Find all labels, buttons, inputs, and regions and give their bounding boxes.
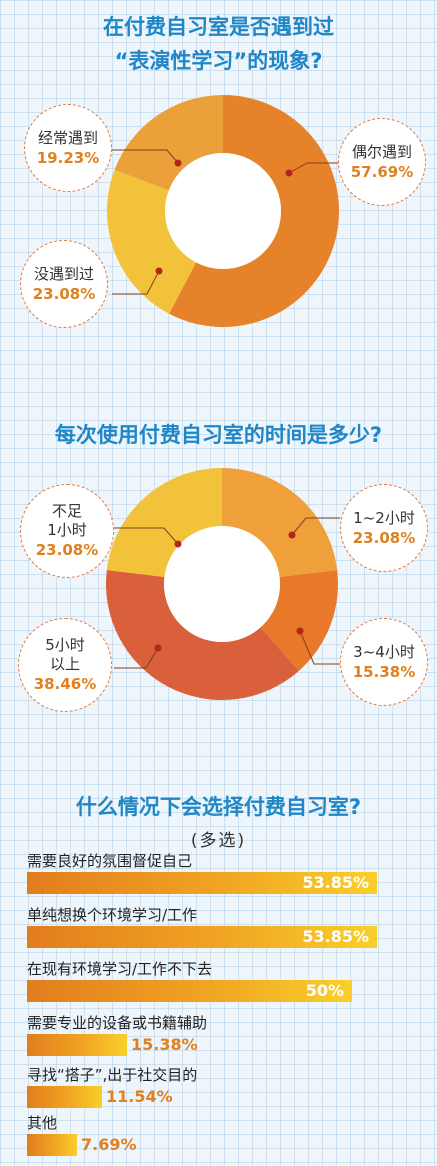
bar-row-3: 需要专业的设备或书籍辅助 15.38% [27, 1014, 437, 1056]
chart2-value-1to2h: 23.08% [352, 528, 416, 547]
bar-value-3: 15.38% [130, 1035, 198, 1054]
chart1-value-never: 23.08% [32, 284, 96, 303]
chart2-slice-3 [106, 468, 222, 578]
chart2-label-3to4h: 3~4小时 [353, 642, 415, 661]
chart2-5h-dot [154, 644, 162, 652]
chart2-label-1to2h: 1~2小时 [353, 508, 415, 527]
chart2-3to4h-dot [296, 627, 304, 635]
bar-value-0: 53.85% [302, 873, 370, 892]
chart1-value-occasional: 57.69% [350, 162, 414, 181]
bar-value-5: 7.69% [80, 1135, 137, 1154]
bar-value-2: 50% [305, 981, 344, 1000]
chart3-title: 什么情况下会选择付费自习室? [75, 795, 362, 819]
bar-track-3: 15.38% [27, 1034, 437, 1056]
bar-1 [27, 926, 378, 948]
bar-0 [27, 872, 378, 894]
chart1-slice-1 [106, 169, 197, 314]
bar-4 [27, 1086, 102, 1108]
chart1-callout-occasional: 偶尔遇到 57.69% [338, 118, 426, 206]
chart1-hole [165, 153, 281, 269]
chart1-slice-0 [169, 95, 339, 327]
bar-row-2: 在现有环境学习/工作不下去 50% [27, 960, 437, 1002]
bar-3 [27, 1034, 127, 1056]
chart2-1to2h-dot [288, 531, 296, 539]
chart2-donut [105, 468, 340, 700]
chart1-donut [106, 95, 339, 327]
chart2-lt1h-leader [114, 527, 179, 545]
chart2-label-5h-line1: 5小时 [45, 636, 85, 654]
bar-row-1: 单纯想换个环境学习/工作 53.85% [27, 906, 437, 948]
chart2-label-5h-line2: 以上 [49, 655, 80, 673]
chart2-value-3to4h: 15.38% [352, 662, 416, 681]
chart1-callout-never: 没遇到过 23.08% [20, 240, 108, 328]
chart2-callout-1to2h: 1~2小时 23.08% [340, 484, 428, 572]
chart3-subtitle: (多选) [190, 831, 247, 851]
bar-label-0: 需要良好的氛围督促自己 [27, 852, 193, 870]
bar-label-4: 寻找“搭子”,出于社交目的 [27, 1066, 198, 1084]
chart1-occasional-dot [285, 169, 293, 177]
bar-track-4: 11.54% [27, 1086, 437, 1108]
chart1-never-dot [155, 267, 163, 275]
chart2-callout-lt1h: 不足 1小时 23.08% [20, 484, 114, 578]
bar-row-4: 寻找“搭子”,出于社交目的 11.54% [27, 1066, 437, 1108]
chart2-label-lt1h-line2: 1小时 [47, 521, 87, 539]
chart2-3to4h-leader [299, 630, 340, 665]
chart1-callout-often: 经常遇到 19.23% [24, 104, 112, 192]
chart1-value-often: 19.23% [36, 148, 100, 167]
chart1-occasional-leader [288, 162, 338, 174]
chart2-value-5h: 38.46% [33, 675, 97, 693]
chart1-label-occasional: 偶尔遇到 [351, 142, 412, 161]
chart1-slice-2 [114, 95, 223, 191]
chart1-never-leader [112, 270, 160, 295]
chart2-hole [164, 526, 280, 642]
chart2-value-lt1h: 23.08% [35, 541, 99, 559]
bar-label-2: 在现有环境学习/工作不下去 [27, 960, 213, 978]
chart1-title-line1: 在付费自习室是否遇到过 [103, 15, 334, 39]
bar-row-5: 其他 7.69% [27, 1114, 437, 1156]
chart1-label-often: 经常遇到 [37, 128, 98, 147]
bar-label-5: 其他 [27, 1114, 58, 1132]
bar-track-0: 53.85% [27, 872, 437, 894]
chart2-slice-1 [260, 570, 338, 671]
bar-value-4: 11.54% [106, 1087, 173, 1106]
bar-track-2: 50% [27, 980, 437, 1002]
chart1-title-line2: “表演性学习”的现象? [114, 49, 323, 73]
chart2-callout-3to4h: 3~4小时 15.38% [340, 618, 428, 706]
bar-value-1: 53.85% [302, 927, 370, 946]
chart2-slice-0 [222, 468, 338, 578]
chart1-often-leader [112, 149, 179, 164]
bar-label-3: 需要专业的设备或书籍辅助 [27, 1014, 208, 1032]
bar-label-1: 单纯想换个环境学习/工作 [27, 906, 198, 924]
bar-2 [27, 980, 352, 1002]
bar-track-5: 7.69% [27, 1134, 437, 1156]
chart2-1to2h-leader [291, 517, 340, 536]
chart1-often-dot [174, 159, 182, 167]
chart2-callout-5h: 5小时 以上 38.46% [18, 618, 112, 712]
bar-5 [27, 1134, 77, 1156]
bar-track-1: 53.85% [27, 926, 437, 948]
bar-row-0: 需要良好的氛围督促自己 53.85% [27, 852, 437, 894]
chart2-5h-leader [114, 647, 159, 669]
chart2-label-lt1h-line1: 不足 [51, 502, 82, 520]
chart2-slice-2 [105, 570, 299, 700]
chart1-label-never: 没遇到过 [33, 264, 94, 283]
chart2-lt1h-dot [174, 540, 182, 548]
chart2-title: 每次使用付费自习室的时间是多少? [54, 423, 383, 447]
